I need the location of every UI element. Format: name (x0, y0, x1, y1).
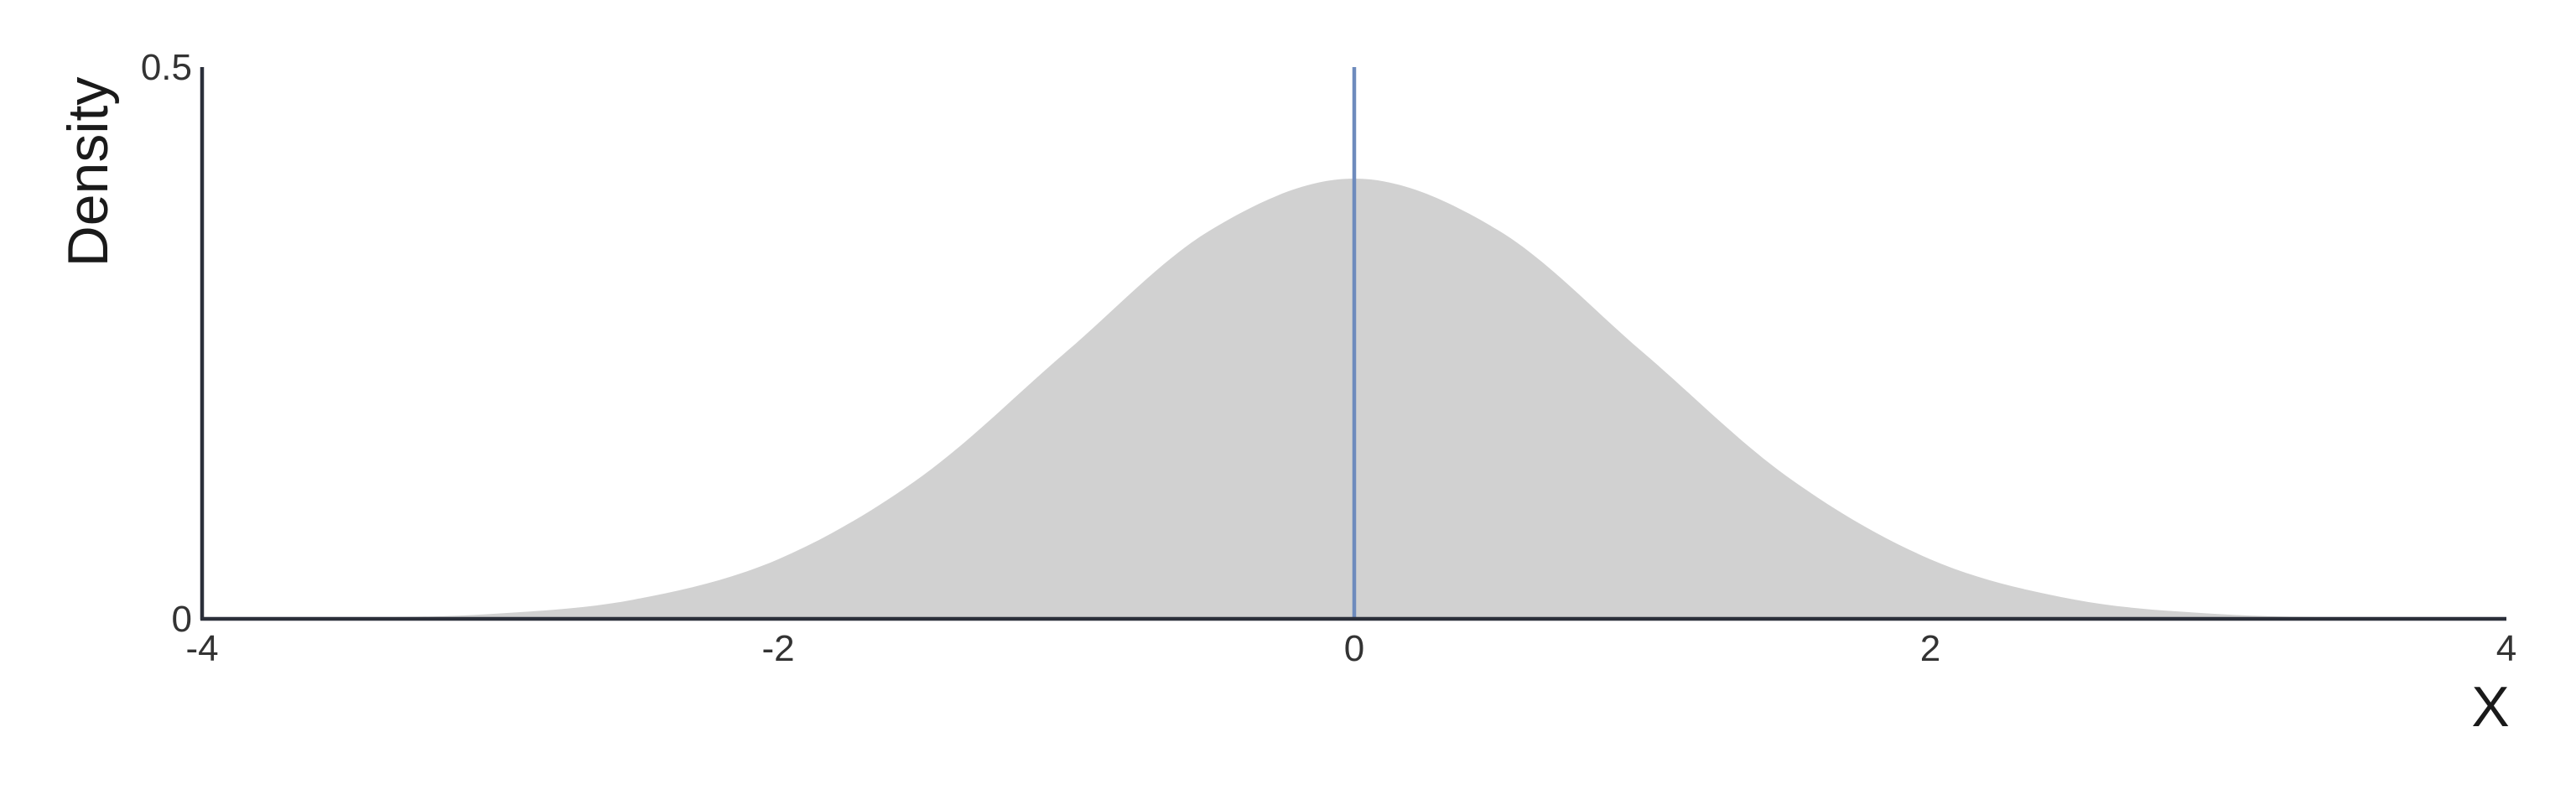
x-tick-label: -4 (185, 628, 218, 669)
y-tick-label: 0 (172, 599, 192, 640)
y-tick-label: 0.5 (141, 47, 192, 88)
x-axis-title: X (2471, 675, 2509, 739)
tick-labels-layer: -4 -2 0 2 4 0 0.5 (141, 47, 2516, 669)
x-tick-label: 4 (2496, 628, 2516, 669)
axes-layer (200, 67, 2506, 621)
x-tick-label: -2 (761, 628, 794, 669)
x-tick-label: 2 (1920, 628, 1940, 669)
y-axis-title: Density (56, 77, 120, 267)
x-tick-label: 0 (1344, 628, 1364, 669)
